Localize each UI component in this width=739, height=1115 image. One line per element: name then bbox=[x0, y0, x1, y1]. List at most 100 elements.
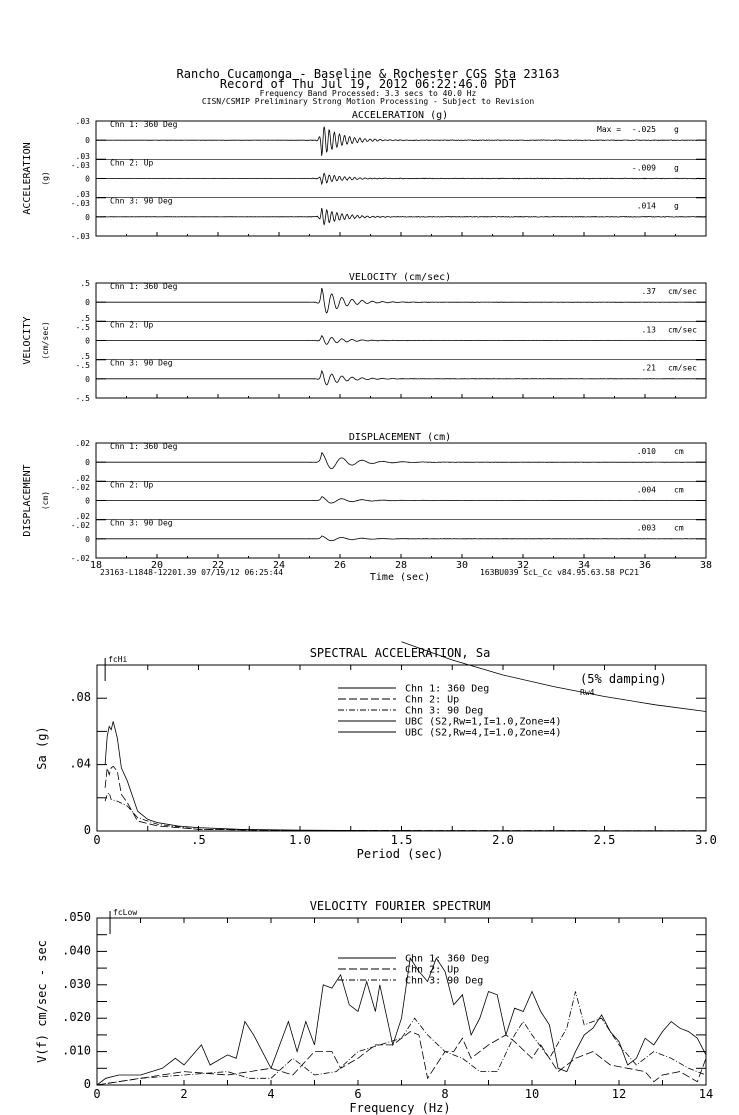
series-line bbox=[96, 1031, 707, 1086]
channel-unit: cm bbox=[674, 447, 684, 456]
x-axis-label: Period (sec) bbox=[357, 847, 444, 861]
channel-unit: cm/sec bbox=[668, 364, 697, 373]
seismogram-trace bbox=[96, 452, 706, 470]
panel-ylabel: ACCELERATION bbox=[22, 142, 33, 214]
plots: ACCELERATION (g) ACCELERATION (g) .03 0 -.03 C… bbox=[22, 110, 717, 1115]
header-frequency-band: Frequency Band Processed: 3.3 secs to 40… bbox=[260, 89, 477, 98]
x-tick-label: 2 bbox=[180, 1087, 187, 1101]
y-tick-label: 0 bbox=[85, 175, 90, 184]
panel-yunit: (g) bbox=[41, 171, 50, 185]
seismogram-trace bbox=[96, 207, 706, 226]
channel-max: .003 bbox=[637, 524, 656, 533]
y-axis-label: V(f) cm/sec - sec bbox=[35, 940, 49, 1063]
plot-title: SPECTRAL ACCELERATION, Sa bbox=[310, 646, 491, 660]
x-tick-label: .5 bbox=[191, 833, 205, 847]
x-tick-label: 1.0 bbox=[289, 833, 311, 847]
header-processing-note: CISN/CSMIP Preliminary Strong Motion Pro… bbox=[202, 97, 535, 106]
ubc-curve-label: Rw4 bbox=[580, 688, 595, 697]
y-tick-label: 0 bbox=[85, 497, 90, 506]
x-tick-label: 14 bbox=[699, 1087, 713, 1101]
y-tick-label: .02 bbox=[76, 512, 91, 521]
x-tick-label: 36 bbox=[639, 560, 651, 571]
x-tick-label: 4 bbox=[267, 1087, 274, 1101]
channel-max: -.025 bbox=[632, 125, 656, 134]
y-tick-label: 0 bbox=[85, 213, 90, 222]
y-tick-label: -.5 bbox=[76, 394, 91, 403]
x-tick-label: 28 bbox=[395, 560, 407, 571]
channel-label: Chn 1: 360 Deg bbox=[110, 120, 178, 129]
header: Rancho Cucamonga - Baseline & Rochester … bbox=[177, 67, 560, 106]
channel-max: -.009 bbox=[632, 163, 656, 172]
seismogram-trace bbox=[96, 496, 706, 504]
x-tick-label: 30 bbox=[456, 560, 468, 571]
y-tick-label: 0 bbox=[84, 823, 91, 837]
series-line bbox=[96, 991, 707, 1086]
channel-label: Chn 3: 90 Deg bbox=[110, 197, 173, 206]
panel-title: DISPLACEMENT (cm) bbox=[349, 432, 451, 443]
y-tick-label: .03 bbox=[76, 117, 91, 126]
damping-note: (5% damping) bbox=[580, 672, 667, 686]
channel-unit: cm bbox=[674, 485, 684, 494]
channel-label: Chn 2: Up bbox=[110, 480, 154, 489]
x-tick-label: 6 bbox=[354, 1087, 361, 1101]
x-tick-label: 12 bbox=[612, 1087, 626, 1101]
footer-right: 163BU039 ScL_Cc v84.95.63.58 PC21 bbox=[480, 568, 639, 577]
plot-frame bbox=[96, 664, 707, 832]
marker-label: fcHi bbox=[108, 655, 127, 664]
channel-unit: cm/sec bbox=[668, 287, 697, 296]
x-tick-label: 32 bbox=[517, 560, 529, 571]
x-tick-label: 2.5 bbox=[594, 833, 616, 847]
y-tick-label: 0 bbox=[85, 458, 90, 467]
y-tick-label: .050 bbox=[62, 910, 91, 924]
y-tick-label: 0 bbox=[85, 375, 90, 384]
channel-unit: g bbox=[674, 125, 679, 134]
panel-yunit: (cm) bbox=[41, 491, 50, 510]
y-tick-label: .03 bbox=[76, 152, 91, 161]
panel-ylabel: DISPLACEMENT bbox=[22, 464, 33, 536]
legend-label: Chn 1: 360 Deg bbox=[405, 954, 489, 965]
y-tick-label: .020 bbox=[62, 1010, 91, 1024]
x-tick-label: 22 bbox=[212, 560, 224, 571]
y-tick-label: -.5 bbox=[76, 323, 91, 332]
x-tick-label: 20 bbox=[151, 560, 163, 571]
legend-label: Chn 2: Up bbox=[405, 965, 459, 976]
panel-title: VELOCITY (cm/sec) bbox=[349, 272, 451, 283]
y-tick-label: .03 bbox=[76, 190, 91, 199]
series-line bbox=[104, 721, 707, 832]
legend-label: UBC (S2,Rw=4,I=1.0,Zone=4) bbox=[405, 728, 562, 739]
panel-title: ACCELERATION (g) bbox=[352, 110, 448, 121]
y-tick-label: .5 bbox=[80, 352, 90, 361]
y-tick-label: -.5 bbox=[76, 361, 91, 370]
y-tick-label: 0 bbox=[84, 1077, 91, 1091]
y-tick-label: 0 bbox=[85, 298, 90, 307]
y-tick-label: -.02 bbox=[71, 521, 90, 530]
x-tick-label: 18 bbox=[90, 560, 102, 571]
channel-unit: g bbox=[674, 202, 679, 211]
y-axis-label: Sa (g) bbox=[35, 726, 49, 769]
seismogram-trace bbox=[96, 535, 706, 542]
plot-title: VELOCITY FOURIER SPECTRUM bbox=[310, 899, 491, 913]
channel-unit: cm bbox=[674, 524, 684, 533]
channel-label: Chn 3: 90 Deg bbox=[110, 519, 173, 528]
series-line bbox=[104, 792, 707, 832]
x-tick-label: 0 bbox=[93, 1087, 100, 1101]
y-tick-label: 0 bbox=[85, 535, 90, 544]
y-tick-label: .040 bbox=[62, 943, 91, 957]
panel-yunit: (cm/sec) bbox=[41, 321, 50, 360]
channel-label: Chn 1: 360 Deg bbox=[110, 282, 178, 291]
x-tick-label: 3.0 bbox=[695, 833, 717, 847]
x-tick-label: 2.0 bbox=[492, 833, 514, 847]
y-tick-label: .02 bbox=[76, 474, 91, 483]
y-tick-label: -.03 bbox=[71, 161, 90, 170]
channel-max: .37 bbox=[642, 287, 657, 296]
max-prefix: Max = bbox=[597, 125, 621, 134]
legend-label: Chn 1: 360 Deg bbox=[405, 684, 489, 695]
y-tick-label: .02 bbox=[76, 439, 91, 448]
legend-label: Chn 3: 90 Deg bbox=[405, 706, 483, 717]
channel-max: .004 bbox=[637, 485, 656, 494]
x-tick-label: 0 bbox=[93, 833, 100, 847]
footer-left: 23163-L1848-12201.39 07/19/12 06:25:44 bbox=[100, 568, 283, 577]
channel-max: .21 bbox=[642, 364, 657, 373]
channel-max: .13 bbox=[642, 325, 657, 334]
